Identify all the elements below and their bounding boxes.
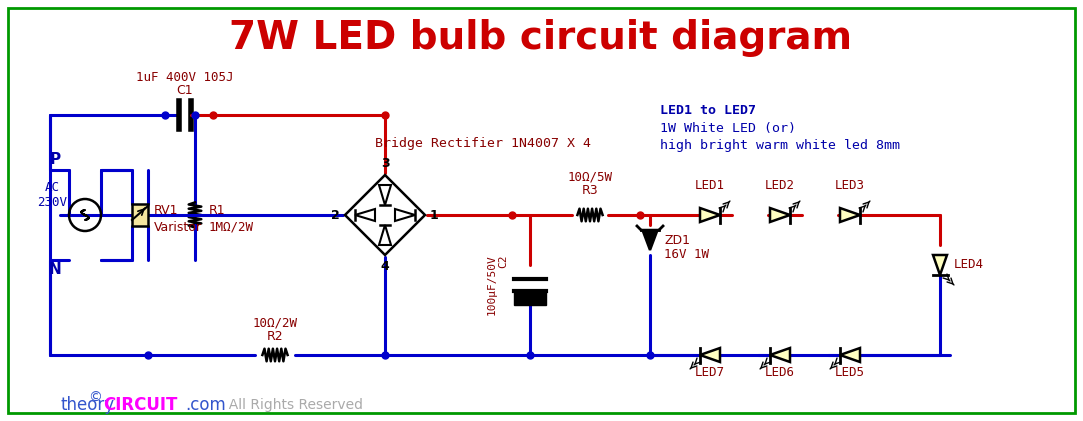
Text: 10Ω/2W: 10Ω/2W: [252, 317, 298, 330]
Polygon shape: [770, 208, 790, 222]
Text: C1: C1: [177, 83, 193, 96]
Text: LED1: LED1: [695, 179, 725, 192]
Text: 100μF/50V
C2: 100μF/50V C2: [486, 255, 508, 315]
Text: .com: .com: [185, 396, 225, 414]
Text: R1: R1: [209, 203, 225, 216]
Text: 1W White LED (or): 1W White LED (or): [660, 122, 796, 134]
Text: 7W LED bulb circuit diagram: 7W LED bulb circuit diagram: [230, 19, 852, 57]
Polygon shape: [700, 208, 720, 222]
Text: 3: 3: [381, 157, 389, 170]
Text: LED3: LED3: [835, 179, 865, 192]
Text: 16V 1W: 16V 1W: [664, 248, 709, 261]
Text: CIRCUIT: CIRCUIT: [103, 396, 178, 414]
Text: ZD1: ZD1: [664, 234, 690, 247]
Polygon shape: [840, 208, 860, 222]
Polygon shape: [840, 348, 860, 362]
Text: theory: theory: [60, 396, 114, 414]
Text: Varistor: Varistor: [154, 221, 203, 234]
Polygon shape: [700, 348, 720, 362]
Text: 1MΩ/2W: 1MΩ/2W: [209, 221, 255, 234]
Text: AC
230V: AC 230V: [37, 181, 67, 209]
Polygon shape: [770, 348, 790, 362]
Polygon shape: [932, 255, 947, 275]
Text: RV1: RV1: [154, 203, 179, 216]
Text: LED5: LED5: [835, 367, 865, 379]
Text: LED6: LED6: [765, 367, 795, 379]
Text: Bridge Rectifier 1N4007 X 4: Bridge Rectifier 1N4007 X 4: [375, 136, 591, 149]
Text: LED4: LED4: [954, 258, 984, 272]
Text: 1: 1: [430, 208, 439, 221]
Text: LED7: LED7: [695, 367, 725, 379]
Bar: [132, 204, 148, 226]
Text: 1uF 400V 105J: 1uF 400V 105J: [136, 70, 234, 83]
Text: LED2: LED2: [765, 179, 795, 192]
Polygon shape: [642, 230, 657, 250]
Text: 2: 2: [331, 208, 340, 221]
Text: N: N: [49, 263, 62, 277]
Bar: [514, 291, 546, 305]
Text: P: P: [50, 152, 61, 168]
Text: R2: R2: [266, 330, 284, 344]
Text: high bright warm white led 8mm: high bright warm white led 8mm: [660, 139, 900, 152]
Text: All Rights Reserved: All Rights Reserved: [220, 398, 363, 412]
Text: R3: R3: [582, 184, 598, 197]
Text: LED1 to LED7: LED1 to LED7: [660, 104, 756, 117]
Text: ©: ©: [88, 391, 102, 405]
Text: 10Ω/5W: 10Ω/5W: [567, 171, 613, 184]
Text: 4: 4: [380, 260, 390, 273]
